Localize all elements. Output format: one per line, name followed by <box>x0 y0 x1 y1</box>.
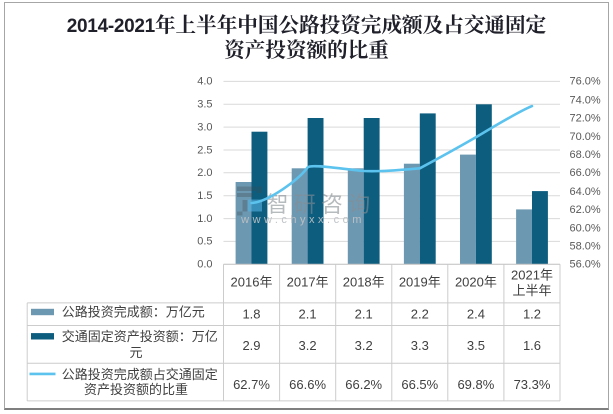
svg-text:3.5: 3.5 <box>197 99 212 111</box>
svg-text:62.0%: 62.0% <box>570 204 601 216</box>
svg-text:www.chyxx.com: www.chyxx.com <box>240 214 365 226</box>
svg-text:上半年: 上半年 <box>512 283 551 298</box>
svg-text:智研咨询: 智研咨询 <box>267 192 376 217</box>
svg-text:69.8%: 69.8% <box>457 377 494 392</box>
svg-text:2.5: 2.5 <box>197 144 212 156</box>
svg-text:58.0%: 58.0% <box>570 241 601 253</box>
svg-text:3.3: 3.3 <box>411 338 429 353</box>
svg-text:1.6: 1.6 <box>523 338 541 353</box>
svg-text:0.0: 0.0 <box>197 259 212 271</box>
svg-text:0.5: 0.5 <box>197 236 212 248</box>
svg-text:3.2: 3.2 <box>299 338 317 353</box>
svg-text:3.5: 3.5 <box>467 338 485 353</box>
svg-text:2.9: 2.9 <box>242 338 260 353</box>
svg-text:76.0%: 76.0% <box>570 76 601 88</box>
svg-text:1.8: 1.8 <box>242 307 260 322</box>
svg-text:3.2: 3.2 <box>355 338 373 353</box>
svg-text:60.0%: 60.0% <box>570 222 601 234</box>
svg-text:1.0: 1.0 <box>197 213 212 225</box>
svg-text:64.0%: 64.0% <box>570 186 601 198</box>
svg-text:2.2: 2.2 <box>411 307 429 322</box>
svg-text:1.5: 1.5 <box>197 190 212 202</box>
svg-text:公路投资完成额：万亿元: 公路投资完成额：万亿元 <box>62 305 205 320</box>
svg-text:74.0%: 74.0% <box>570 94 601 106</box>
svg-text:2021年: 2021年 <box>511 268 553 283</box>
svg-text:1.2: 1.2 <box>523 307 541 322</box>
svg-text:68.0%: 68.0% <box>570 149 601 161</box>
svg-text:62.7%: 62.7% <box>233 377 270 392</box>
svg-text:公路投资完成额占交通固定: 公路投资完成额占交通固定 <box>62 367 218 382</box>
svg-text:2.4: 2.4 <box>467 307 485 322</box>
svg-text:2.1: 2.1 <box>299 307 317 322</box>
svg-text:66.6%: 66.6% <box>289 377 326 392</box>
svg-text:4.0: 4.0 <box>197 76 212 88</box>
svg-text:66.0%: 66.0% <box>570 167 601 179</box>
svg-text:2.0: 2.0 <box>197 167 212 179</box>
svg-text:交通固定资产投资额：万亿: 交通固定资产投资额：万亿 <box>62 329 218 344</box>
svg-text:元: 元 <box>129 345 142 360</box>
svg-text:66.5%: 66.5% <box>401 377 438 392</box>
svg-text:2016年: 2016年 <box>231 275 273 290</box>
svg-text:2.1: 2.1 <box>355 307 373 322</box>
svg-text:资产投资额的比重: 资产投资额的比重 <box>84 382 188 397</box>
svg-text:3.0: 3.0 <box>197 121 212 133</box>
svg-text:2019年: 2019年 <box>399 275 441 290</box>
svg-text:56.0%: 56.0% <box>570 259 601 271</box>
svg-text:72.0%: 72.0% <box>570 113 601 125</box>
svg-text:73.3%: 73.3% <box>514 377 551 392</box>
svg-text:2020年: 2020年 <box>455 275 497 290</box>
svg-text:2017年: 2017年 <box>287 275 329 290</box>
svg-text:2018年: 2018年 <box>343 275 385 290</box>
svg-text:66.2%: 66.2% <box>345 377 382 392</box>
svg-text:70.0%: 70.0% <box>570 131 601 143</box>
